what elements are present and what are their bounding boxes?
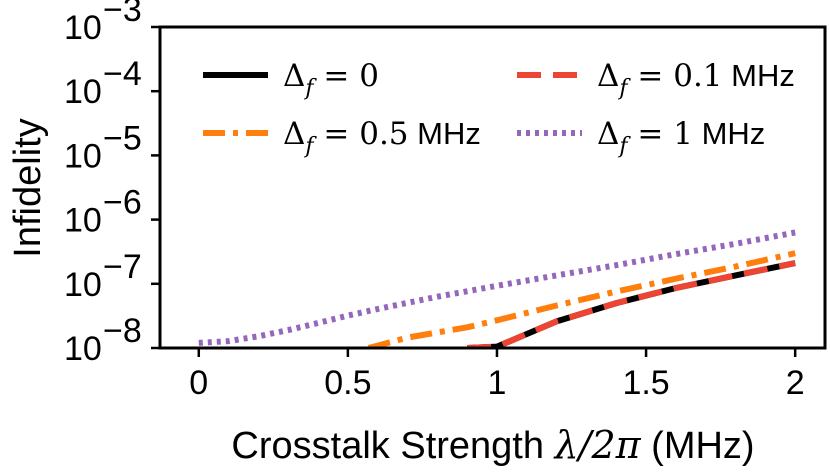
- series-line-2: [367, 250, 796, 348]
- y-tick-exponent: −6: [103, 184, 142, 222]
- y-tick-label: 10: [64, 73, 102, 111]
- y-tick-exponent: −5: [103, 119, 142, 157]
- x-axis-label: Crosstalk Strength λ/2π (MHz): [231, 423, 754, 467]
- x-tick-label: 2: [786, 364, 805, 402]
- legend-label-3: Δf = 1 MHz: [597, 116, 765, 159]
- y-tick-exponent: −8: [103, 312, 142, 350]
- y-tick-label: 10: [64, 202, 102, 240]
- y-tick-exponent: −4: [103, 55, 142, 93]
- series-line-1: [467, 260, 796, 348]
- y-tick-exponent: −7: [103, 248, 142, 286]
- x-tick-label: 0: [189, 364, 208, 402]
- legend-label-1: Δf = 0.1 MHz: [597, 58, 795, 101]
- y-tick-label: 10: [64, 9, 102, 47]
- y-tick-exponent: −3: [103, 0, 142, 29]
- x-tick-label: 1: [488, 364, 507, 402]
- y-tick-label: 10: [64, 266, 102, 304]
- series-layer: [198, 229, 796, 348]
- legend: Δf = 0 Δf = 0.1 MHz Δf = 0.5 MHz Δf = 1 MHz: [203, 58, 795, 159]
- legend-label-2: Δf = 0.5 MHz: [283, 116, 481, 159]
- x-tick-label: 0.5: [324, 364, 371, 402]
- y-tick-label: 10: [64, 330, 102, 368]
- y-tick-label: 10: [64, 137, 102, 175]
- legend-label-0: Δf = 0: [283, 58, 379, 101]
- x-axis: 0 0.5 1 1.5 2: [189, 348, 805, 402]
- x-tick-label: 1.5: [622, 364, 669, 402]
- plot-frame: [158, 25, 827, 350]
- y-axis-label: Infidelity: [7, 118, 49, 257]
- y-axis: 10−810−710−610−510−410−3: [64, 0, 160, 368]
- series-line-3: [198, 229, 796, 346]
